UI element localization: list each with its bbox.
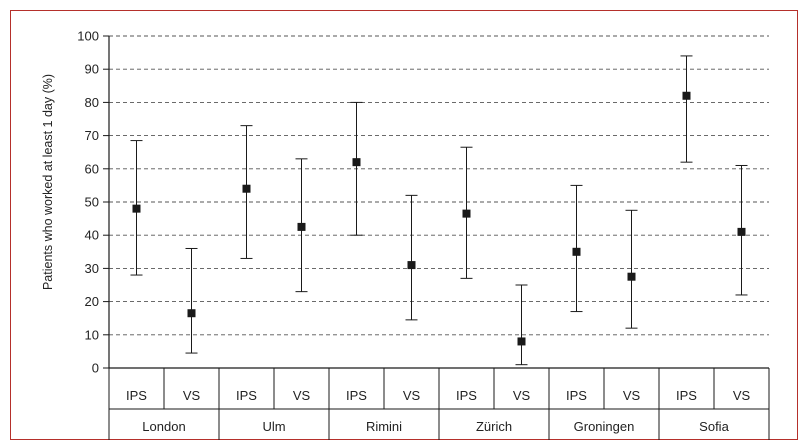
data-point-ulm-ips [242,184,251,193]
category-label-6: IPS [456,388,477,403]
y-tick-label-90: 90 [85,62,99,77]
group-label-sofia: Sofia [699,419,729,434]
y-tick-label-20: 20 [85,294,99,309]
data-point-london-vs [187,309,196,318]
category-label-3: VS [293,388,311,403]
y-tick-label-70: 70 [85,128,99,143]
y-tick-label-60: 60 [85,161,99,176]
category-label-1: VS [183,388,201,403]
data-point-sofia-vs [737,227,746,236]
group-label-london: London [142,419,185,434]
chart-frame: 0 10 20 30 40 50 60 70 80 90 100 IPS VS IPS VS IPS VS IP… [10,10,798,440]
category-label-4: IPS [346,388,367,403]
group-label-ulm: Ulm [262,419,285,434]
y-tick-label-40: 40 [85,228,99,243]
data-point-ulm-vs [297,222,306,231]
data-point-rimini-vs [407,261,416,270]
y-tick-label-50: 50 [85,195,99,210]
error-bars [130,55,748,366]
group-label-zürich: Zürich [476,419,512,434]
category-table: IPS VS IPS VS IPS VS IPS VS IPS VS IPS VS London Ulm R… [108,368,770,440]
y-tick-label-100: 100 [77,29,99,44]
y-tick-labels: 0 10 20 30 40 50 60 70 80 90 100 [77,29,99,376]
data-point-groningen-ips [572,247,581,256]
category-label-0: IPS [126,388,147,403]
data-point-sofia-ips [682,91,691,100]
gridlines [109,35,769,336]
category-label-11: VS [733,388,751,403]
category-label-9: VS [623,388,641,403]
group-label-groningen: Groningen [574,419,635,434]
y-tick-label-30: 30 [85,261,99,276]
y-tick-label-0: 0 [92,361,99,376]
category-label-7: VS [513,388,531,403]
category-label-10: IPS [676,388,697,403]
data-point-groningen-vs [627,272,636,281]
category-label-8: IPS [566,388,587,403]
data-point-rimini-ips [352,158,361,167]
data-point-zürich-vs [517,337,526,346]
category-label-5: VS [403,388,421,403]
data-points [132,91,746,346]
category-label-2: IPS [236,388,257,403]
y-axis-title: Patients who worked at least 1 day (%) [41,74,55,290]
y-tick-label-80: 80 [85,95,99,110]
y-tick-label-10: 10 [85,327,99,342]
data-point-london-ips [132,204,141,213]
group-label-rimini: Rimini [366,419,402,434]
data-point-zürich-ips [462,209,471,218]
